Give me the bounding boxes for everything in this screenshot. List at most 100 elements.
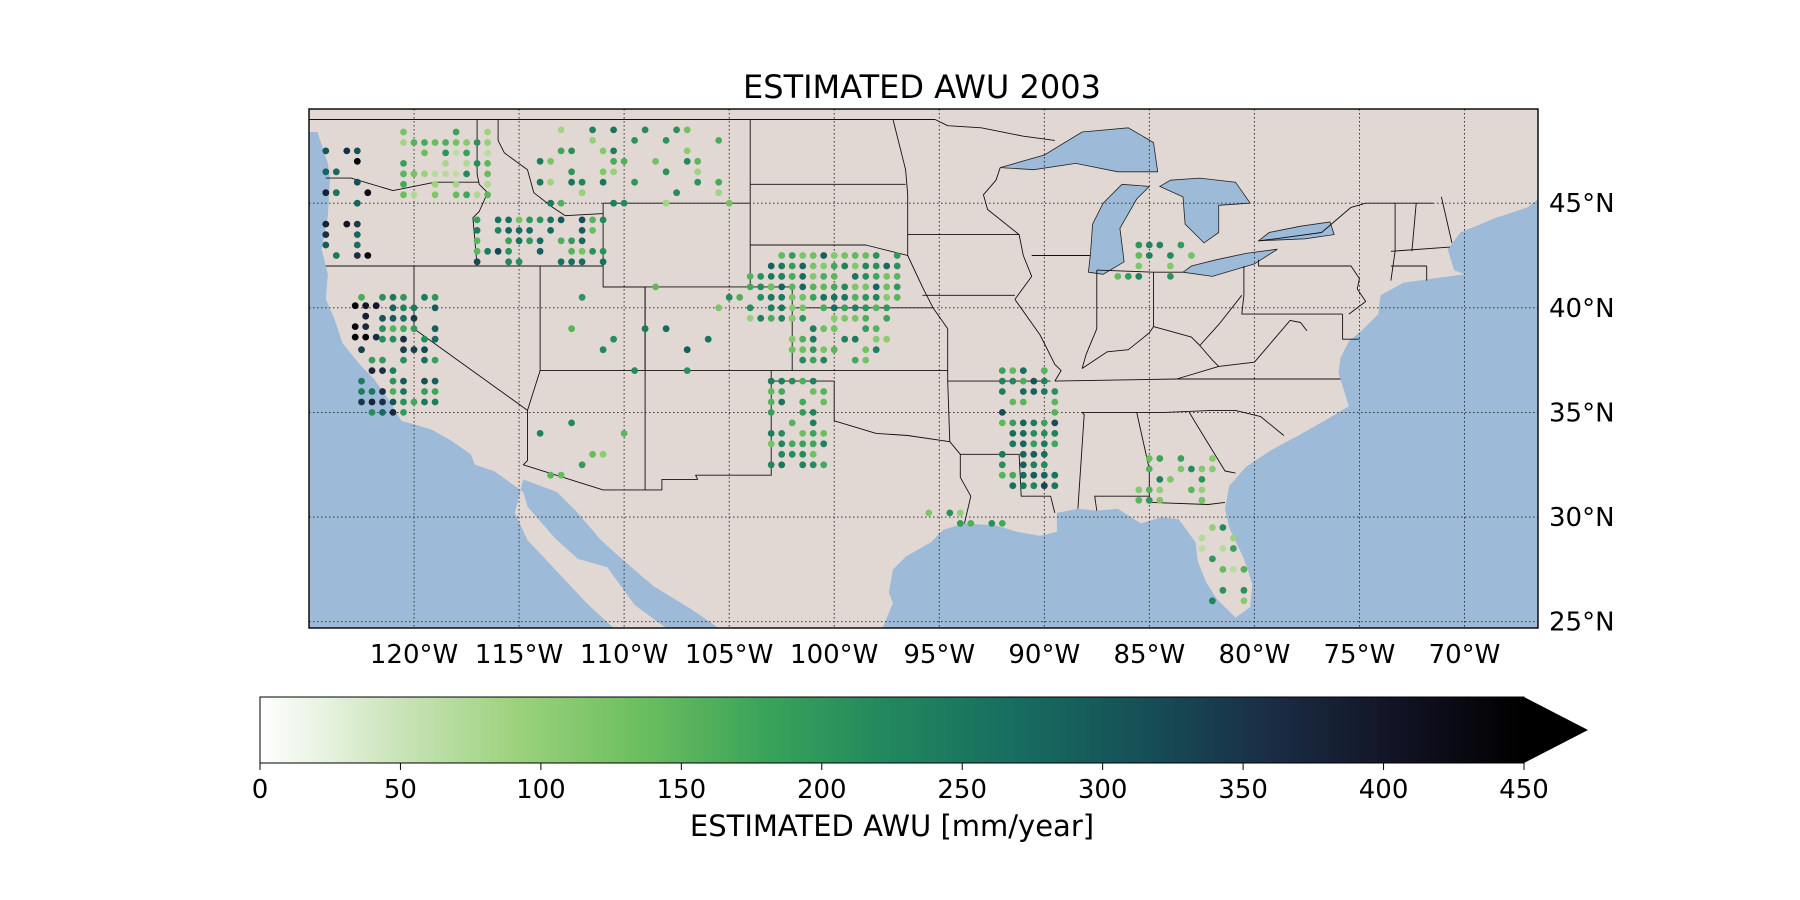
awu-data-point <box>1051 482 1059 490</box>
awu-data-point <box>353 231 361 239</box>
awu-data-point <box>767 409 775 416</box>
longitude-tick-labels: 120°W 115°W 110°W 105°W 100°W 95°W 90°W 85°W 80°… <box>370 640 1500 670</box>
awu-data-point <box>364 252 372 259</box>
awu-data-point <box>799 252 807 259</box>
awu-data-point <box>589 450 596 458</box>
awu-data-point <box>746 314 754 322</box>
awu-data-point <box>526 216 533 224</box>
awu-data-point <box>484 191 491 199</box>
awu-data-point <box>788 252 796 259</box>
awu-data-point <box>683 367 691 374</box>
awu-data-point <box>788 346 796 354</box>
awu-data-point <box>683 126 691 134</box>
awu-data-point <box>1040 430 1048 437</box>
awu-data-point <box>463 170 470 178</box>
awu-data-point <box>967 520 975 527</box>
awu-data-point <box>778 273 786 280</box>
awu-data-point <box>631 137 638 144</box>
awu-data-point <box>442 139 449 146</box>
awu-data-point <box>610 157 617 165</box>
awu-data-point <box>599 178 607 186</box>
awu-data-point <box>1156 241 1164 249</box>
awu-data-point <box>358 293 365 301</box>
latitude-tick-label: 25°N <box>1549 608 1615 638</box>
awu-data-point <box>1030 461 1038 469</box>
awu-data-point <box>757 273 765 280</box>
awu-data-point <box>883 262 891 270</box>
awu-data-point <box>568 247 575 255</box>
awu-data-point <box>725 293 733 301</box>
awu-data-point <box>353 241 361 249</box>
awu-data-point <box>463 149 470 157</box>
longitude-tick-label: 90°W <box>1008 640 1080 670</box>
colorbar-extend-arrow <box>1524 697 1588 763</box>
awu-data-point <box>410 139 418 146</box>
awu-data-point <box>358 398 365 406</box>
longitude-tick-label: 105°W <box>685 640 773 670</box>
awu-data-point <box>452 149 460 157</box>
awu-data-point <box>557 237 565 245</box>
awu-data-point <box>757 314 765 322</box>
awu-data-point <box>362 323 370 330</box>
awu-data-point <box>788 419 796 427</box>
awu-data-point <box>400 139 407 146</box>
awu-data-point <box>358 346 365 354</box>
awu-data-point <box>557 199 565 207</box>
awu-data-point <box>452 191 460 199</box>
awu-data-point <box>988 520 996 527</box>
awu-data-point <box>1051 440 1059 448</box>
awu-data-point <box>1156 486 1164 494</box>
awu-data-point <box>820 293 828 301</box>
state-border <box>1342 314 1360 340</box>
awu-data-point <box>998 377 1006 385</box>
awu-data-point <box>1198 545 1206 552</box>
awu-data-point <box>872 252 880 259</box>
awu-data-point <box>1051 409 1059 416</box>
awu-data-point <box>599 346 607 354</box>
awu-data-point <box>841 304 849 312</box>
awu-data-point <box>778 377 786 385</box>
awu-data-point <box>442 170 449 178</box>
awu-data-point <box>1030 440 1038 448</box>
awu-data-point <box>368 388 376 395</box>
awu-data-point <box>862 252 870 259</box>
awu-data-point <box>809 388 817 395</box>
awu-data-point <box>725 199 733 207</box>
awu-data-point <box>820 304 828 312</box>
awu-data-point <box>767 440 775 448</box>
awu-data-point <box>778 450 786 458</box>
awu-data-point <box>322 147 330 155</box>
awu-data-point <box>473 258 481 266</box>
awu-data-point <box>1145 465 1153 473</box>
awu-data-point <box>1051 419 1059 427</box>
state-border <box>771 380 950 443</box>
state-border <box>522 460 698 491</box>
colorbar: 0 50 100 150 200 250 300 350 400 450 ESTIMATED AW… <box>252 696 1588 843</box>
awu-data-point <box>1219 566 1227 573</box>
awu-data-point <box>421 346 428 354</box>
awu-data-point <box>883 335 891 343</box>
awu-data-point <box>1051 471 1059 479</box>
awu-data-point <box>389 388 397 395</box>
us-landmass <box>309 109 1538 628</box>
awu-data-point <box>820 430 828 437</box>
awu-data-point <box>767 398 775 406</box>
awu-data-point <box>400 180 407 188</box>
awu-data-point <box>389 304 397 312</box>
longitude-tick-label: 115°W <box>475 640 563 670</box>
awu-data-point <box>1156 476 1164 483</box>
awu-data-point <box>358 377 365 385</box>
awu-data-point <box>799 450 807 458</box>
awu-data-point <box>851 314 859 322</box>
awu-data-point <box>778 283 786 291</box>
awu-data-point <box>788 377 796 385</box>
awu-data-point <box>872 293 880 301</box>
awu-data-point <box>788 314 796 322</box>
awu-data-point <box>1209 465 1216 473</box>
longitude-tick-label: 120°W <box>370 640 458 670</box>
awu-data-point <box>778 314 786 322</box>
awu-data-point <box>379 356 386 364</box>
awu-data-point <box>1040 450 1048 458</box>
awu-data-point <box>568 419 575 427</box>
